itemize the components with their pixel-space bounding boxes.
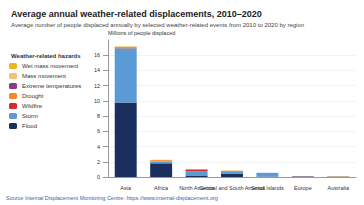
svg-text:4: 4 [97, 144, 100, 150]
svg-text:0: 0 [97, 174, 100, 180]
svg-text:Average number of people displ: Average number of people displaced annua… [11, 22, 304, 28]
svg-text:Weather-related hazards: Weather-related hazards [11, 53, 81, 59]
svg-text:Central and South America: Central and South America [199, 185, 265, 191]
svg-text:Asia: Asia [120, 185, 132, 191]
svg-text:Europe: Europe [294, 185, 312, 191]
svg-text:Wildfire: Wildfire [22, 103, 43, 109]
svg-text:14: 14 [94, 67, 100, 73]
svg-text:Australia: Australia [328, 185, 350, 191]
svg-text:Drought: Drought [22, 93, 44, 99]
svg-text:8: 8 [97, 113, 100, 119]
svg-text:6: 6 [97, 128, 100, 134]
svg-text:North America: North America [179, 185, 214, 191]
svg-text:Mass movement: Mass movement [22, 73, 66, 79]
svg-text:Millions of people displaced: Millions of people displaced [108, 30, 175, 36]
svg-text:Extreme temperatures: Extreme temperatures [22, 83, 81, 89]
svg-text:Average annual weather-related: Average annual weather-related displacem… [11, 9, 262, 19]
svg-text:Wet mass movement: Wet mass movement [22, 63, 79, 69]
svg-text:Small Islands: Small Islands [251, 185, 284, 191]
svg-text:2: 2 [97, 159, 100, 165]
svg-text:16: 16 [94, 52, 100, 58]
svg-text:12: 12 [94, 83, 100, 89]
svg-text:Africa: Africa [154, 185, 169, 191]
svg-text:Source Internal Displacement M: Source Internal Displacement Monitoring … [6, 195, 218, 201]
svg-text:10: 10 [94, 98, 100, 104]
svg-text:Flood: Flood [22, 123, 37, 129]
svg-text:Storm: Storm [22, 113, 38, 119]
